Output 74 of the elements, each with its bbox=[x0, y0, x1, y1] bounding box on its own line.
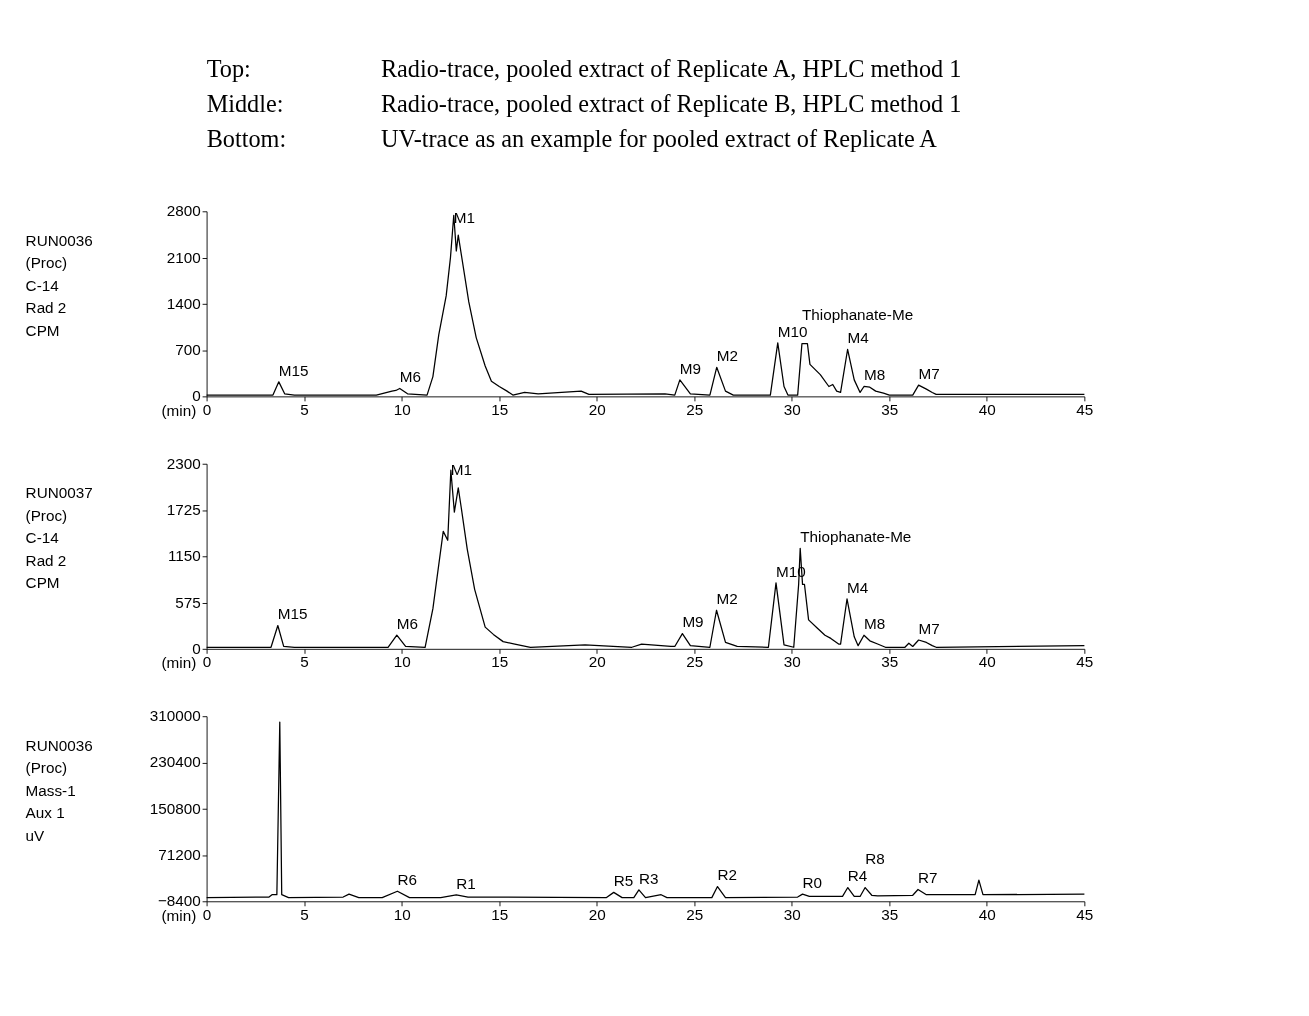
x-tick-label: 45 bbox=[1076, 653, 1094, 671]
x-tick-label: 20 bbox=[588, 653, 606, 671]
x-tick-label: 25 bbox=[686, 653, 704, 671]
y-tick-label: 2300 bbox=[166, 454, 201, 472]
x-tick-label: 25 bbox=[686, 905, 704, 923]
y-tick-label: 1400 bbox=[166, 294, 201, 312]
x-tick-label: 45 bbox=[1076, 400, 1094, 418]
annotation: M2 bbox=[716, 347, 738, 365]
annotation: R8 bbox=[865, 850, 885, 868]
x-tick-label: 40 bbox=[978, 905, 996, 923]
annotation: M8 bbox=[863, 614, 886, 632]
x-tick-label: 40 bbox=[978, 400, 996, 418]
y-axis-title: RUN0037 (Proc) C-14 Rad 2 CPM bbox=[25, 484, 93, 592]
x-tick-label: 5 bbox=[300, 905, 309, 923]
x-tick-label: 10 bbox=[393, 400, 411, 418]
annotation: Thiophanate-Me bbox=[800, 528, 912, 545]
x-tick-label: 40 bbox=[978, 653, 996, 671]
x-axis-title: (min) bbox=[161, 654, 197, 672]
x-tick-label: 10 bbox=[393, 653, 411, 671]
y-tick-label: 2800 bbox=[166, 202, 201, 220]
x-tick-label: 30 bbox=[783, 905, 801, 923]
x-tick-label: 20 bbox=[588, 400, 606, 418]
annotation: M2 bbox=[716, 589, 738, 607]
annotation: M15 bbox=[278, 361, 309, 379]
annotation: M9 bbox=[679, 359, 702, 377]
annotation: M6 bbox=[396, 614, 419, 632]
annotation: R1 bbox=[456, 874, 476, 892]
x-tick-label: 10 bbox=[393, 905, 411, 923]
y-tick-label: 310000 bbox=[149, 707, 201, 725]
x-tick-label: 30 bbox=[783, 400, 801, 418]
x-tick-label: 45 bbox=[1076, 905, 1094, 923]
chart-title: Top: Radio-trace, pooled extract of Replicate A, HPLC method 1 Middle: Radio-trace, pooled extract of Replicate B, HPLC method 1 Bottom: UV-trace as an example for pooled extract of Replicate A bbox=[206, 54, 962, 152]
annotation: R4 bbox=[847, 867, 868, 885]
y-tick-label: 1725 bbox=[166, 501, 201, 518]
annotation: R6 bbox=[397, 870, 417, 888]
y-tick-label: 700 bbox=[175, 341, 201, 359]
x-tick-label: 15 bbox=[491, 653, 509, 671]
line-series bbox=[206, 721, 1086, 899]
annotation: Thiophanate-Me bbox=[801, 305, 914, 323]
y-axis-title: RUN0036 (Proc) Mass-1 Aux 1 uV bbox=[25, 736, 93, 844]
x-tick-label: 35 bbox=[881, 653, 899, 671]
annotation: M4 bbox=[847, 578, 869, 596]
annotation: M1 bbox=[453, 209, 475, 227]
annotation: M7 bbox=[918, 364, 940, 382]
annotation: R3 bbox=[638, 869, 659, 887]
x-tick-label: 35 bbox=[881, 400, 899, 418]
annotation: M9 bbox=[682, 613, 704, 631]
x-tick-label: 35 bbox=[881, 905, 899, 923]
x-tick-label: 5 bbox=[300, 400, 309, 418]
annotation: M6 bbox=[399, 368, 421, 386]
x-tick-label: 30 bbox=[783, 653, 801, 671]
annotation: M15 bbox=[277, 605, 308, 623]
x-tick-label: 15 bbox=[491, 400, 509, 418]
annotation: M1 bbox=[450, 461, 473, 479]
x-tick-label: 5 bbox=[300, 653, 309, 671]
x-tick-label: 15 bbox=[491, 905, 509, 923]
y-tick-label: 0 bbox=[192, 639, 201, 657]
annotation: R0 bbox=[802, 873, 823, 891]
y-tick-label: 575 bbox=[175, 593, 201, 611]
annotation: M4 bbox=[847, 329, 870, 347]
y-tick-label: 2100 bbox=[166, 248, 201, 266]
y-tick-label: 150800 bbox=[149, 799, 201, 817]
x-tick-label: 20 bbox=[588, 905, 606, 923]
y-axis-title: RUN0036 (Proc) C-14 Rad 2 CPM bbox=[25, 231, 93, 339]
annotation: M10 bbox=[777, 322, 808, 340]
y-tick-label: 1150 bbox=[167, 547, 201, 565]
annotation: M8 bbox=[863, 366, 886, 384]
annotation: R5 bbox=[613, 872, 634, 890]
annotation: R2 bbox=[717, 866, 738, 884]
y-tick-label: 230400 bbox=[149, 753, 201, 771]
x-tick-label: 25 bbox=[686, 400, 704, 418]
annotation: R7 bbox=[918, 869, 938, 887]
annotation: M7 bbox=[918, 619, 940, 637]
y-tick-label: 71200 bbox=[158, 846, 201, 863]
